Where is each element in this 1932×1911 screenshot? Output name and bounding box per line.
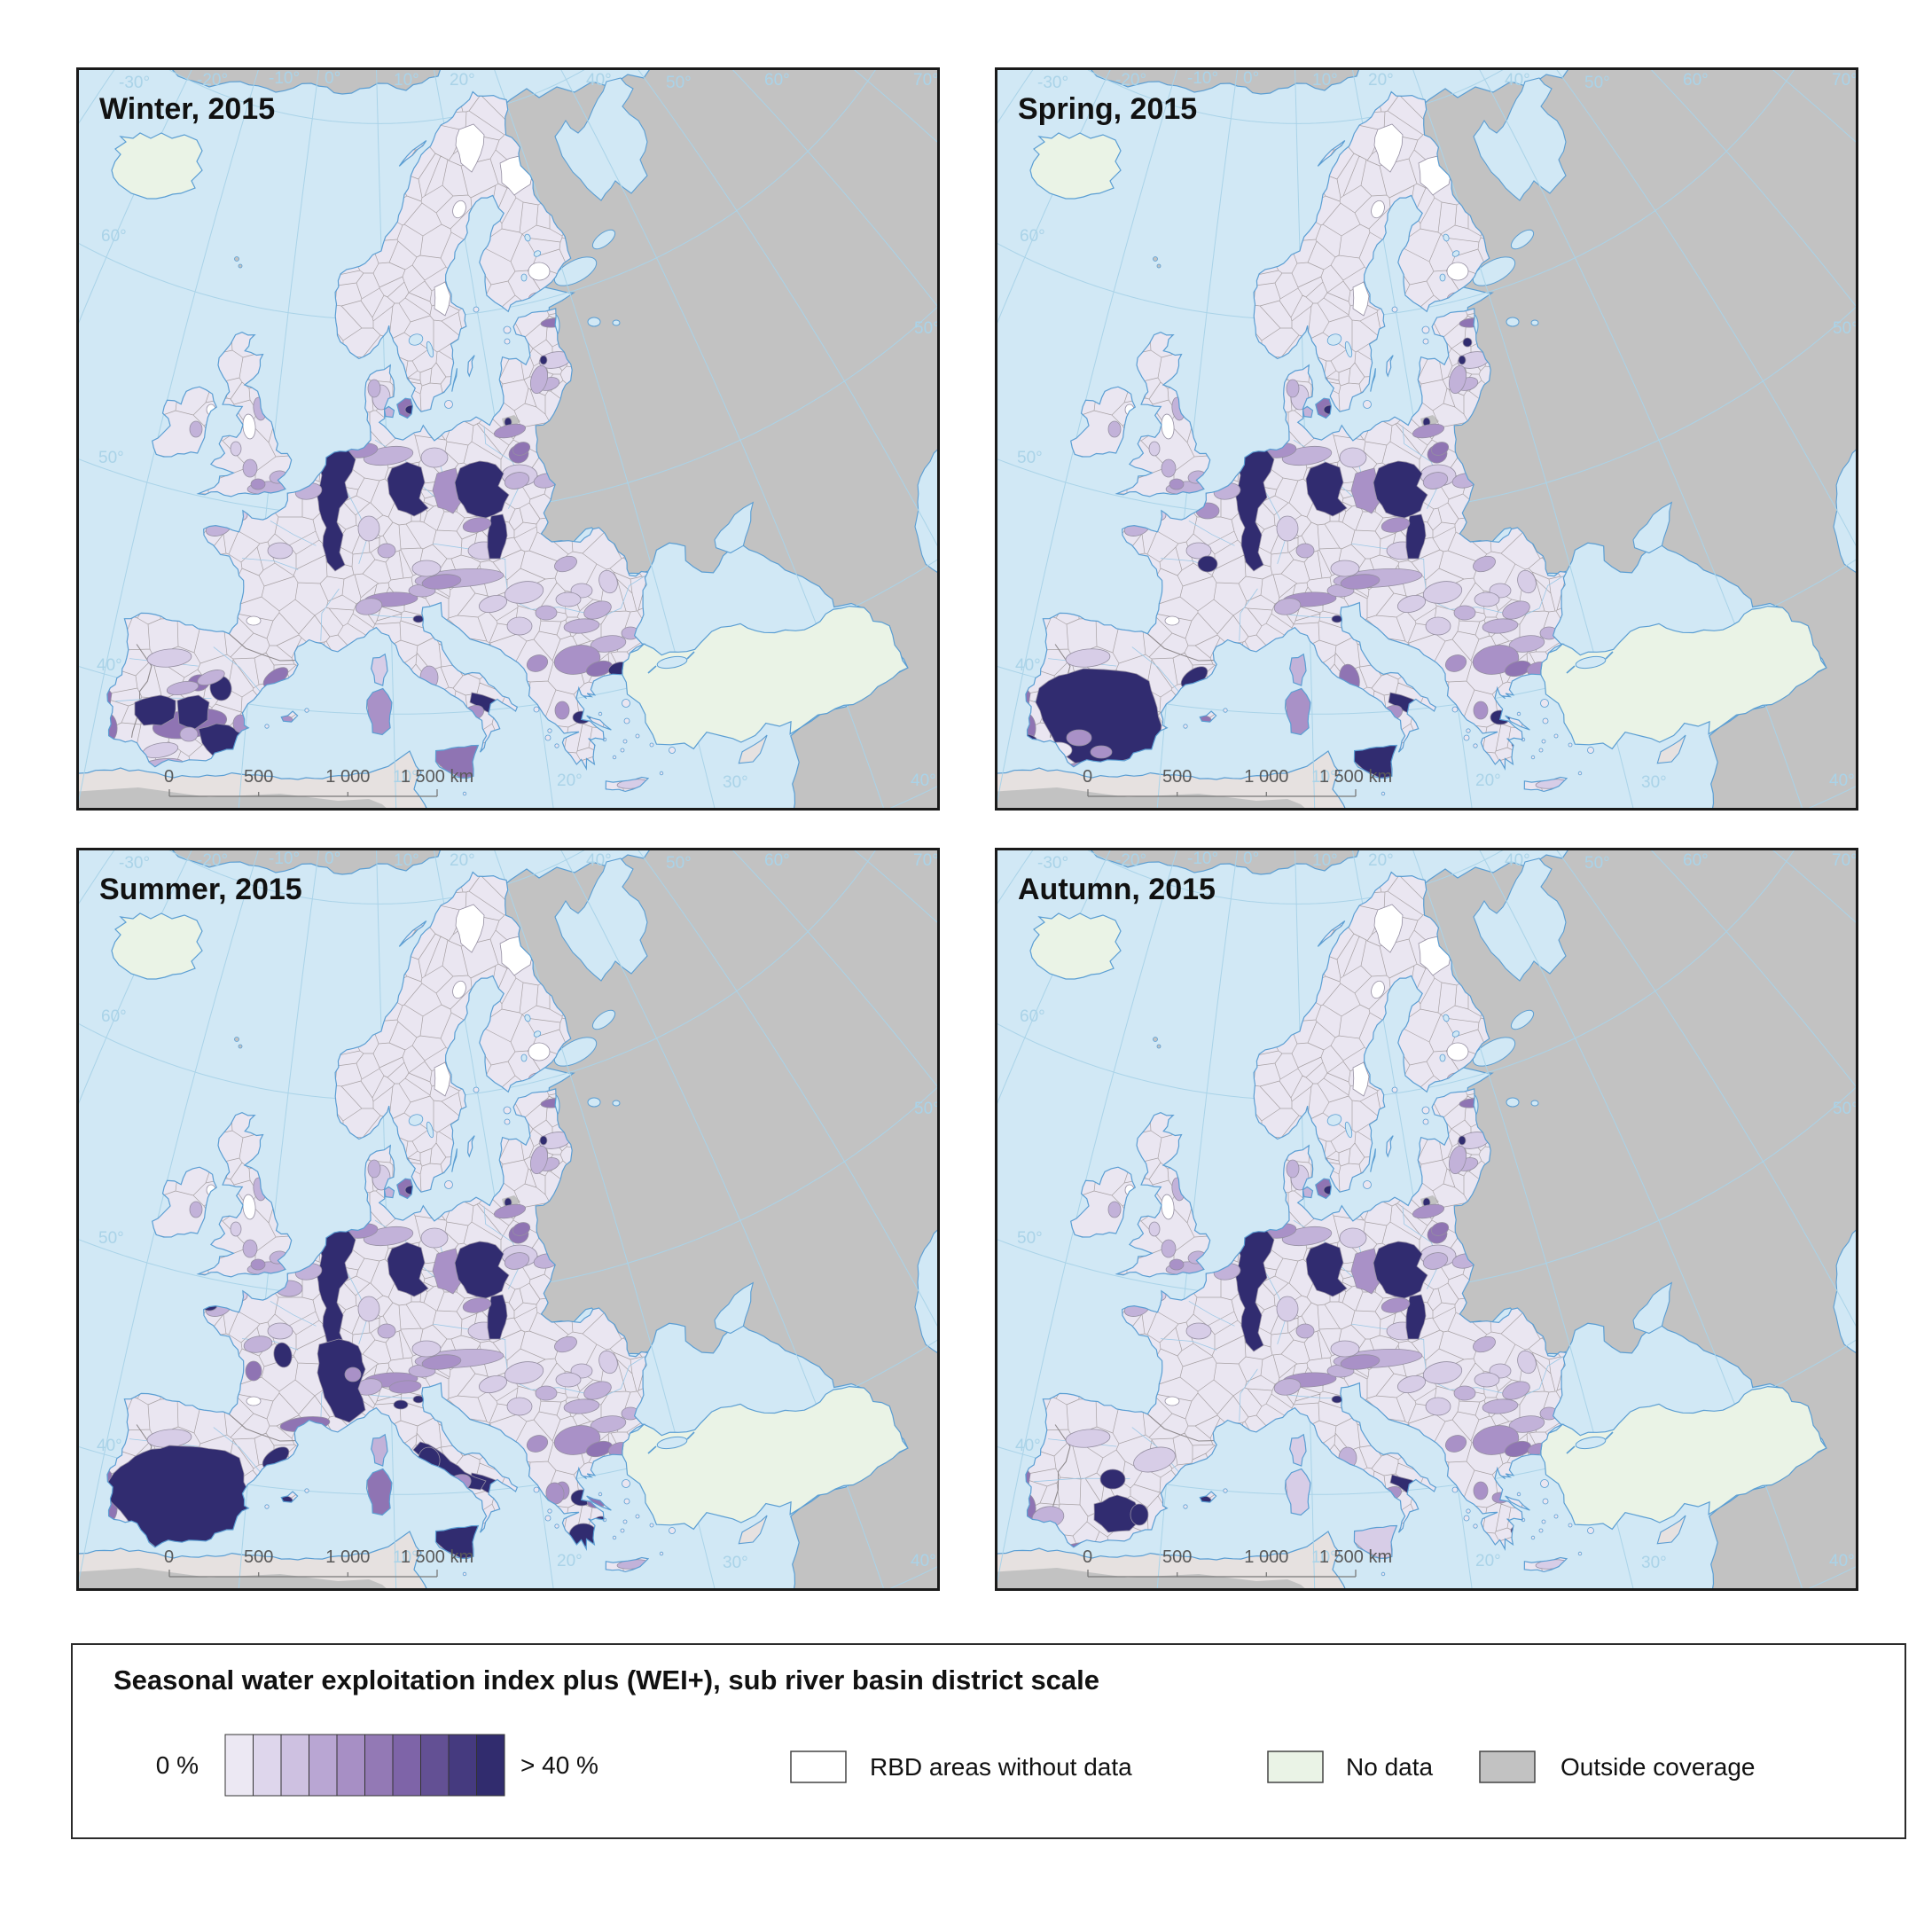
svg-text:500: 500 [1162,1547,1192,1567]
svg-text:500: 500 [244,1547,273,1567]
svg-text:-30°: -30° [1037,854,1068,873]
svg-text:1 500 km: 1 500 km [401,767,473,787]
svg-text:40°: 40° [911,1552,936,1570]
svg-text:20°: 20° [450,851,475,870]
svg-text:-10°: -10° [1187,850,1218,868]
svg-text:60°: 60° [764,71,790,90]
svg-text:60°: 60° [1020,227,1045,246]
svg-text:50°: 50° [1833,319,1858,338]
svg-text:60°: 60° [1683,71,1709,90]
svg-text:50°: 50° [98,449,124,467]
svg-text:0°: 0° [325,850,340,868]
svg-text:10°: 10° [1312,851,1338,870]
svg-text:20°: 20° [1368,851,1394,870]
svg-text:30°: 30° [1641,773,1667,792]
svg-text:40°: 40° [1829,1552,1855,1570]
svg-text:50°: 50° [666,854,692,873]
svg-text:-30°: -30° [119,74,150,92]
svg-text:50°: 50° [666,74,692,92]
svg-text:40°: 40° [911,771,936,790]
svg-text:-10°: -10° [269,69,300,88]
svg-text:-10°: -10° [269,850,300,868]
svg-text:30°: 30° [723,1554,748,1572]
svg-text:-30°: -30° [119,854,150,873]
svg-text:10°: 10° [1311,768,1337,787]
svg-text:40°: 40° [1505,851,1530,870]
svg-text:1 000: 1 000 [1244,767,1288,787]
svg-text:50°: 50° [1017,449,1043,467]
svg-text:10°: 10° [394,851,419,870]
svg-text:Winter, 2015: Winter, 2015 [99,92,275,126]
svg-text:20°: 20° [557,1552,583,1570]
svg-text:1 500 km: 1 500 km [1319,1547,1392,1567]
svg-text:-20°: -20° [197,71,228,90]
svg-text:40°: 40° [1505,71,1530,90]
svg-text:60°: 60° [1020,1007,1045,1026]
svg-text:40°: 40° [97,1437,122,1455]
svg-text:60°: 60° [764,851,790,870]
svg-text:60°: 60° [1683,851,1709,870]
svg-text:50°: 50° [1833,1100,1858,1118]
svg-text:500: 500 [1162,767,1192,787]
svg-text:-20°: -20° [197,851,228,870]
svg-text:30°: 30° [1641,1554,1667,1572]
svg-text:70°: 70° [913,71,939,90]
svg-text:1 000: 1 000 [1244,1547,1288,1567]
svg-text:Spring, 2015: Spring, 2015 [1018,92,1197,126]
svg-text:30°: 30° [723,773,748,792]
svg-text:> 40 %: > 40 % [520,1751,598,1779]
svg-text:Autumn, 2015: Autumn, 2015 [1018,873,1216,906]
svg-text:10°: 10° [1311,1548,1337,1567]
svg-text:20°: 20° [1368,71,1394,90]
svg-text:RBD areas without data: RBD areas without data [870,1753,1132,1781]
svg-text:-30°: -30° [1037,74,1068,92]
svg-text:40°: 40° [97,656,122,675]
svg-text:40°: 40° [586,851,612,870]
svg-text:60°: 60° [101,227,127,246]
svg-text:10°: 10° [394,71,419,90]
svg-text:0°: 0° [325,69,340,88]
svg-text:Outside coverage: Outside coverage [1560,1753,1755,1781]
svg-text:1 500 km: 1 500 km [401,1547,473,1567]
svg-text:20°: 20° [1475,1552,1501,1570]
svg-text:50°: 50° [98,1229,124,1248]
svg-text:-10°: -10° [1187,69,1218,88]
svg-text:No data: No data [1346,1753,1433,1781]
svg-text:0: 0 [1083,1547,1092,1567]
svg-text:50°: 50° [1584,854,1610,873]
svg-text:40°: 40° [1015,656,1041,675]
svg-text:1 000: 1 000 [325,1547,370,1567]
svg-text:40°: 40° [1015,1437,1041,1455]
svg-text:0°: 0° [1243,69,1259,88]
svg-text:10°: 10° [393,1548,418,1567]
svg-text:70°: 70° [1832,851,1858,870]
svg-text:500: 500 [244,767,273,787]
svg-text:0 %: 0 % [156,1751,199,1779]
svg-text:1 000: 1 000 [325,767,370,787]
svg-text:70°: 70° [1832,71,1858,90]
svg-text:70°: 70° [913,851,939,870]
svg-text:20°: 20° [557,771,583,790]
svg-text:50°: 50° [1584,74,1610,92]
svg-text:40°: 40° [1829,771,1855,790]
svg-text:0: 0 [164,1547,174,1567]
svg-text:50°: 50° [914,319,940,338]
svg-text:50°: 50° [1017,1229,1043,1248]
svg-text:20°: 20° [1475,771,1501,790]
svg-text:10°: 10° [1312,71,1338,90]
svg-text:20°: 20° [450,71,475,90]
svg-text:0: 0 [164,767,174,787]
svg-text:-20°: -20° [1115,851,1146,870]
svg-text:0: 0 [1083,767,1092,787]
svg-text:1 500 km: 1 500 km [1319,767,1392,787]
svg-text:40°: 40° [586,71,612,90]
svg-text:-20°: -20° [1115,71,1146,90]
svg-text:Summer, 2015: Summer, 2015 [99,873,302,906]
svg-text:0°: 0° [1243,850,1259,868]
svg-text:60°: 60° [101,1007,127,1026]
svg-text:10°: 10° [393,768,418,787]
svg-text:50°: 50° [914,1100,940,1118]
